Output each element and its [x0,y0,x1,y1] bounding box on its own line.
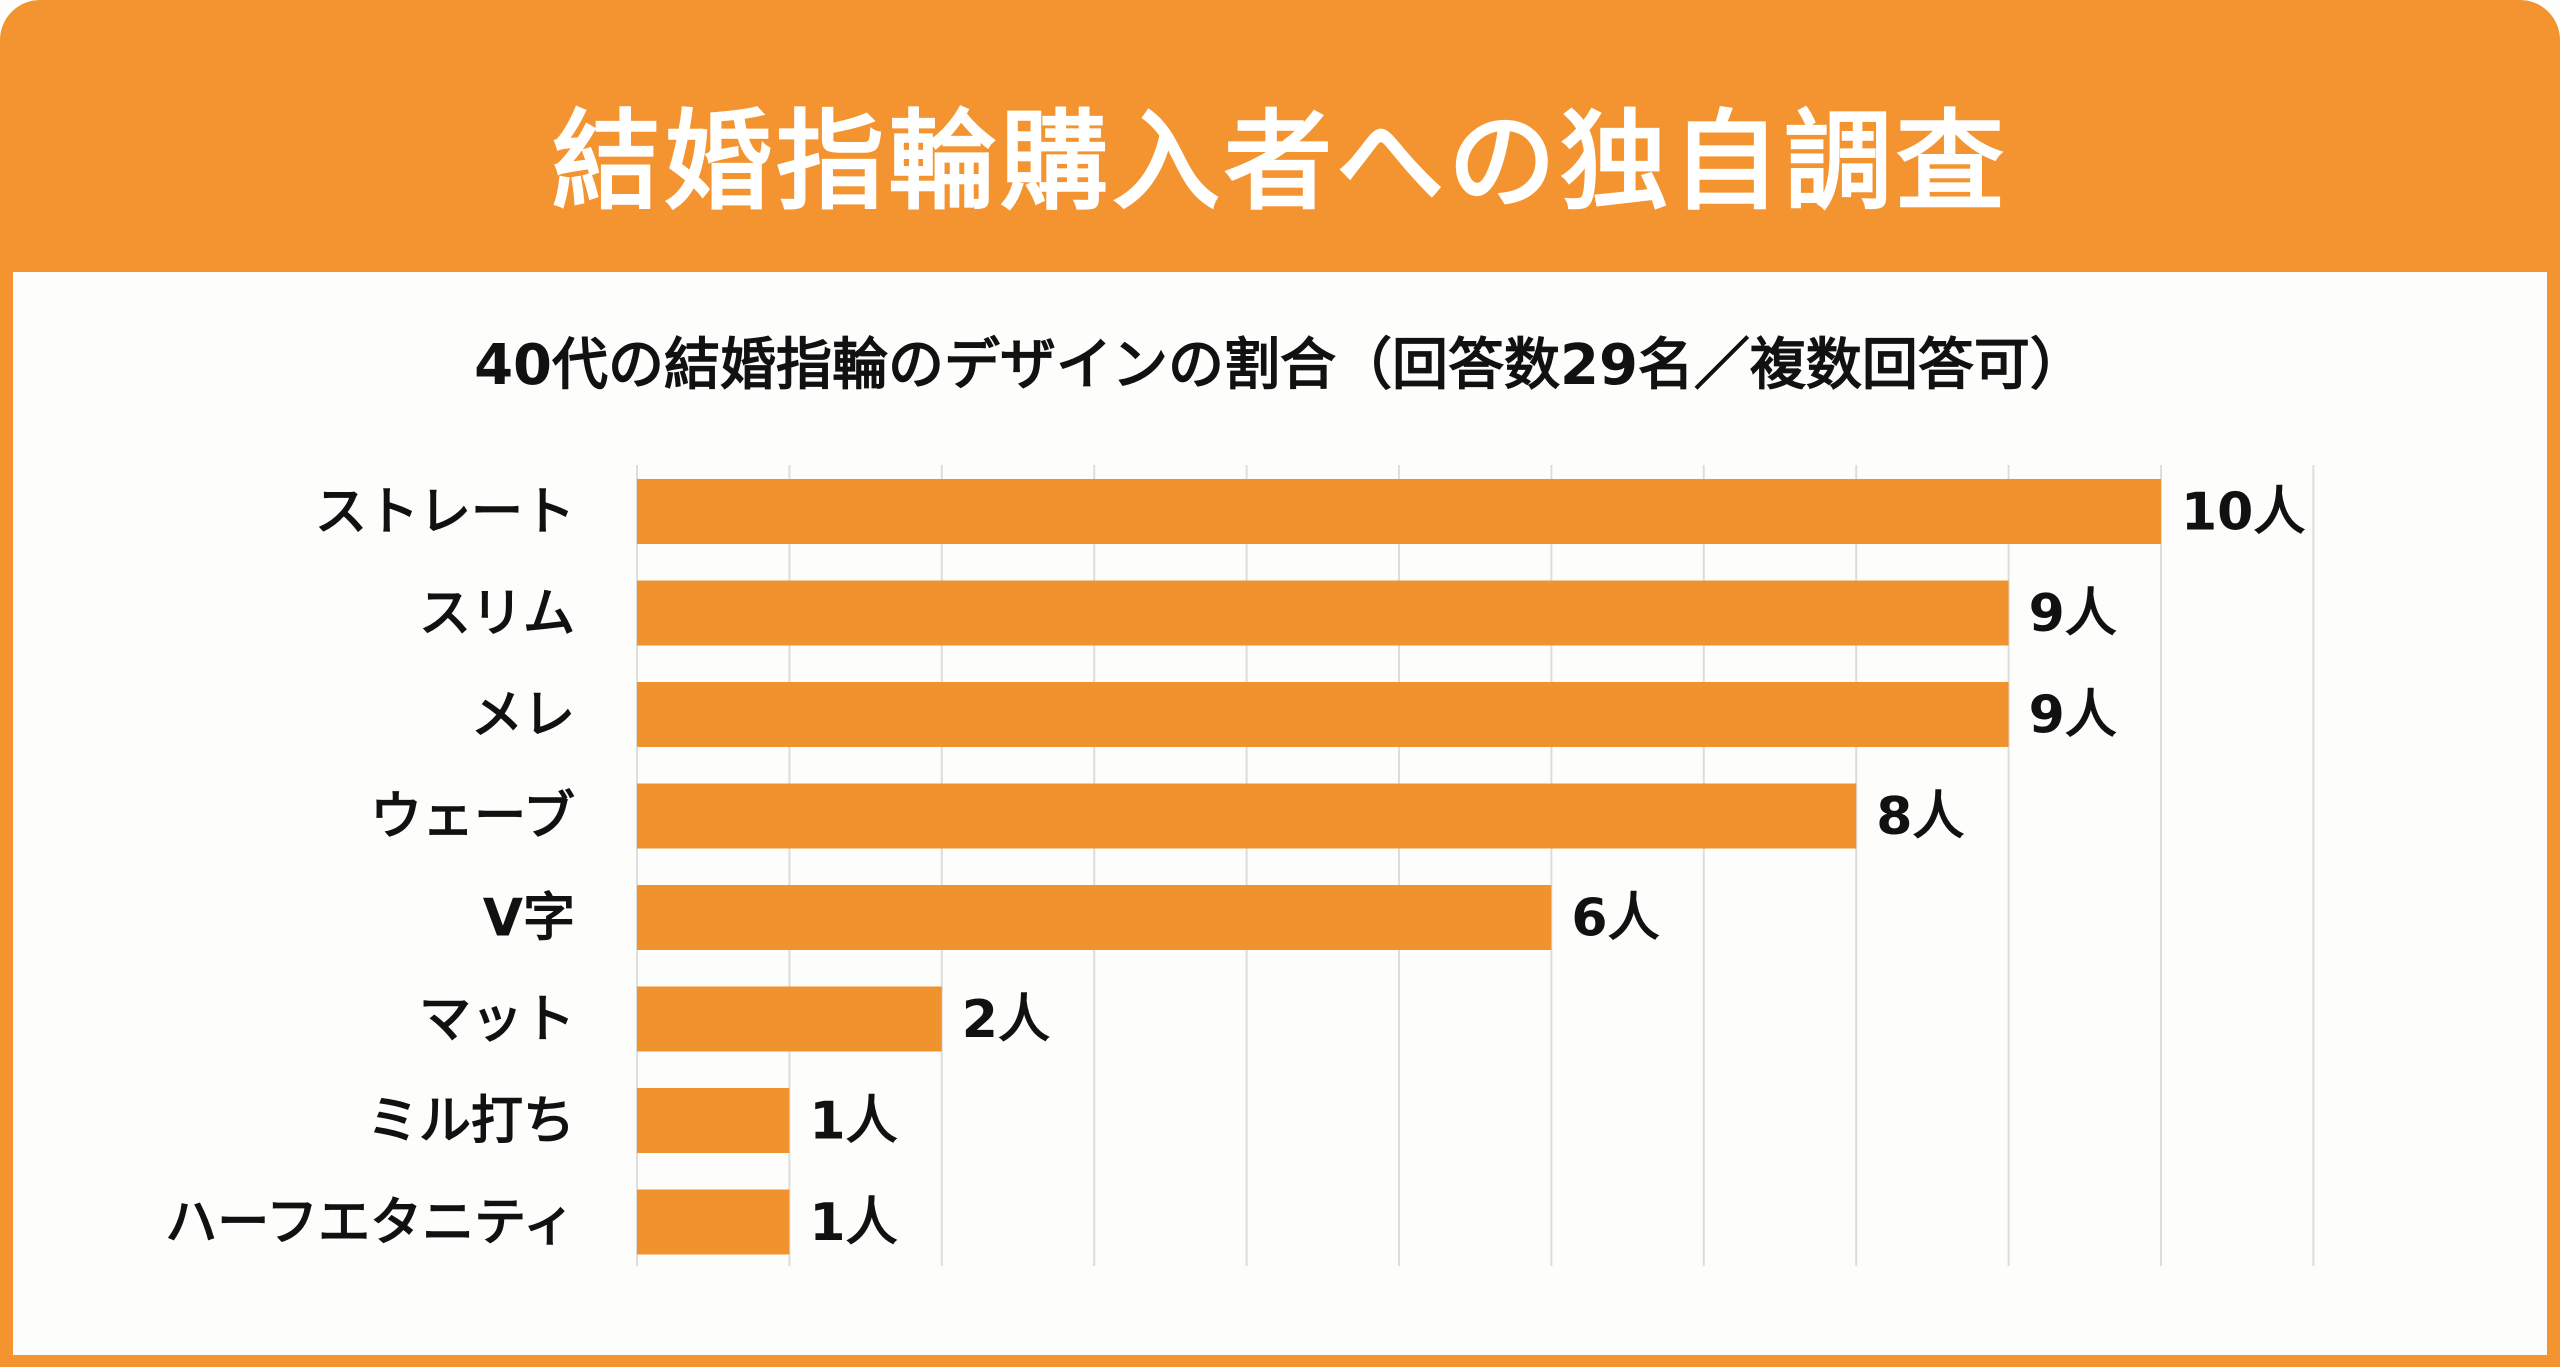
chart-title: 40代の結婚指輪のデザインの割合（回答数29名／複数回答可） [474,333,2086,398]
bar [637,1189,790,1255]
category-label: ウェーブ [370,787,575,847]
category-label: スリム [419,584,575,644]
value-label: 6人 [1571,889,1659,949]
value-label: 9人 [2029,584,2117,644]
category-label: マット [419,990,575,1050]
bar [637,1088,790,1153]
value-label: 1人 [809,1193,897,1253]
page-title: 結婚指輪購入者への独自調査 [551,100,2008,225]
bar [637,682,2009,747]
value-label: 1人 [809,1092,897,1152]
bar [637,885,1552,950]
bar [637,479,2161,544]
value-label: 2人 [962,990,1050,1050]
category-label: メレ [471,686,575,746]
category-label: ハーフエタニティ [165,1193,575,1253]
value-label: 10人 [2181,483,2305,543]
bar [637,580,2009,646]
category-label: ストレート [315,483,575,543]
value-label: 8人 [1876,787,1964,847]
bar [637,783,1857,849]
category-label: V字 [483,889,575,949]
value-label: 9人 [2029,686,2117,746]
category-label: ミル打ち [367,1092,575,1152]
bar [637,986,942,1052]
